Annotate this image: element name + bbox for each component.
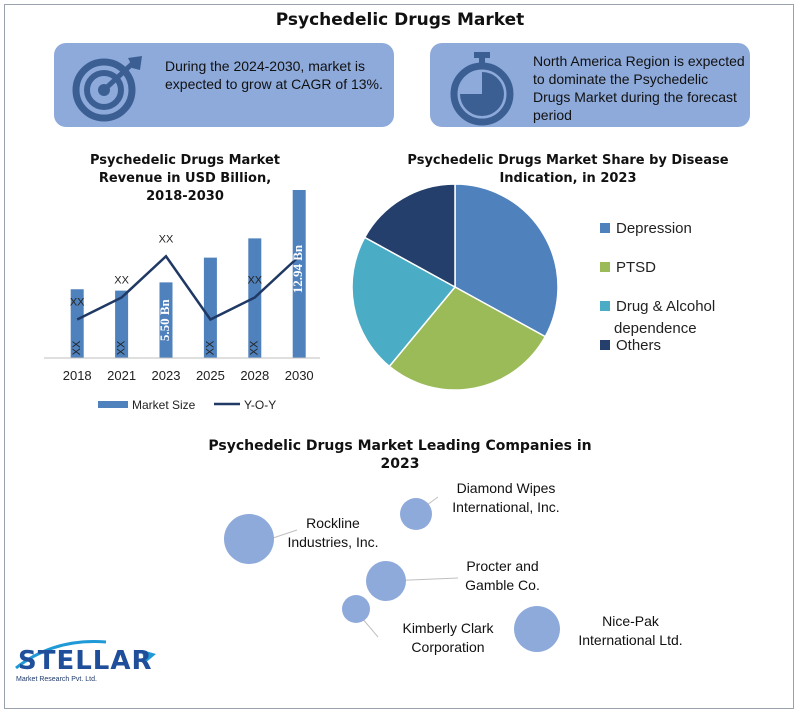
company-rockline: Rockline Industries, Inc. — [268, 514, 398, 552]
x-tick-label: 2018 — [63, 368, 92, 383]
x-tick-label: 2021 — [107, 368, 136, 383]
bar-top-label: XX — [114, 275, 129, 287]
pie-chart — [351, 183, 559, 391]
bar-inner-label: XX — [249, 340, 261, 355]
companies-title: Psychedelic Drugs Market Leading Compani… — [208, 438, 592, 472]
bar-inner-label: 12.94 Bn — [290, 244, 305, 293]
pie-legend-label: Depression — [616, 220, 692, 237]
company-name-line: International, Inc. — [452, 499, 560, 515]
pie-legend-drug-line2: dependence — [614, 320, 697, 337]
yoy-line — [76, 254, 301, 322]
bar-inner-label: XX — [71, 340, 83, 355]
pie-slice-drug-alcohol-dependence — [351, 236, 457, 368]
company-name-line: Corporation — [411, 639, 485, 655]
company-name-line: Industries, Inc. — [287, 534, 379, 550]
company-nicepak: Nice-Pak International Ltd. — [568, 612, 693, 650]
bar-inner-label: 5.50 Bn — [157, 298, 172, 341]
bar-2025 — [203, 257, 217, 358]
legend-market-size-label: Market Size — [132, 398, 196, 412]
bar-top-label: XX — [247, 275, 262, 287]
pie-slice-ptsd — [388, 286, 547, 391]
x-tick-label: 2030 — [285, 368, 314, 383]
pie-slice-others — [363, 183, 456, 289]
x-tick-label: 2025 — [196, 368, 225, 383]
logo-brand: STELLAR — [18, 646, 153, 676]
company-name-line: Rockline — [306, 515, 360, 531]
company-name-line: Kimberly Clark — [402, 620, 494, 636]
bar-2030 — [292, 190, 306, 358]
bar-2018 — [70, 289, 84, 358]
pie-legend-depression: Depression — [600, 220, 692, 237]
legend-market-size-swatch — [98, 401, 128, 408]
others-swatch — [600, 340, 610, 351]
stopwatch-icon — [442, 50, 522, 131]
company-name-line: Diamond Wipes — [456, 480, 556, 496]
company-diamond: Diamond Wipes International, Inc. — [436, 479, 576, 517]
ptsd-swatch — [600, 262, 610, 273]
drug-swatch — [600, 301, 610, 312]
logo-subtitle: Market Research Pvt. Ltd. — [16, 676, 97, 683]
pie-chart-title: Psychedelic Drugs Market Share by Diseas… — [407, 153, 729, 186]
bar-inner-label: XX — [204, 340, 216, 355]
bar-2023 — [159, 282, 173, 358]
bar-2021 — [115, 290, 129, 358]
page-title: Psychedelic Drugs Market — [275, 10, 525, 30]
company-name-line: Procter and — [466, 558, 539, 574]
pie-legend-ptsd: PTSD — [600, 259, 656, 276]
info-text-cagr: During the 2024-2030, market is expected… — [165, 58, 383, 92]
pie-legend-label: Drug & Alcohol — [616, 298, 716, 315]
page-frame — [4, 4, 794, 709]
pie-legend-label: PTSD — [616, 259, 657, 276]
legend-yoy-label: Y-O-Y — [244, 398, 276, 412]
company-name-line: Nice-Pak — [602, 613, 659, 629]
bar-top-label: XX — [70, 297, 85, 309]
pie-slice-depression — [454, 183, 559, 338]
x-tick-label: 2028 — [240, 368, 269, 383]
company-name-line: International Ltd. — [578, 632, 683, 648]
company-name-line: Gamble Co. — [465, 577, 540, 593]
bar-top-label: XX — [159, 233, 174, 245]
target-icon — [70, 52, 150, 127]
bar-inner-label: XX — [116, 340, 128, 355]
pie-legend-others: Others — [600, 337, 661, 354]
x-tick-label: 2023 — [152, 368, 181, 383]
depression-swatch — [600, 223, 610, 234]
info-text-region: North America Region is expected to domi… — [533, 53, 745, 123]
bar-chart: XX XX XX XX XX XX 5.50 Bn XX XX 12.94 Bn 2018 2021 2… — [44, 190, 320, 412]
bar-chart-title: Psychedelic Drugs Market Revenue in USD … — [89, 153, 281, 204]
pie-legend-drug: Drug & Alcohol — [600, 298, 715, 315]
company-kimberly: Kimberly Clark Corporation — [388, 619, 508, 657]
pie-legend-label: Others — [616, 337, 662, 354]
company-procter: Procter and Gamble Co. — [450, 557, 555, 595]
